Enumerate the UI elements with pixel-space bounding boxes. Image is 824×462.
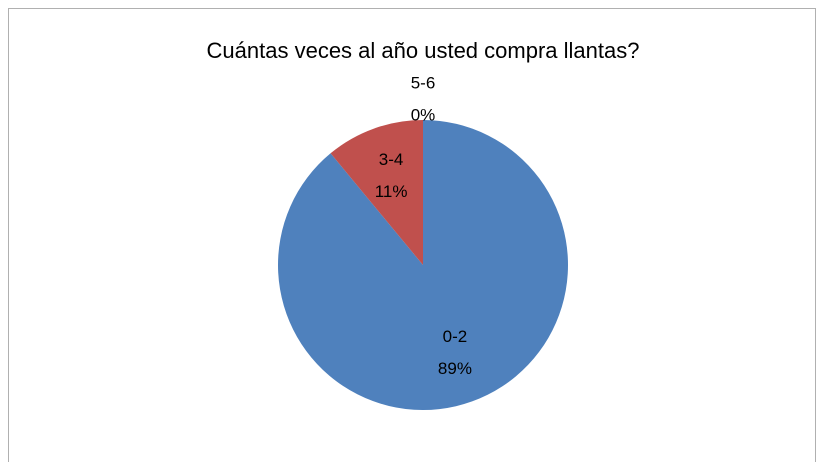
slice-category-label: 0-2	[443, 327, 468, 346]
slice-value-label: 0%	[411, 105, 436, 124]
slice-value-label: 89%	[438, 359, 472, 378]
slice-value-label: 11%	[375, 182, 408, 201]
chart-title: Cuántas veces al año usted compra llanta…	[207, 38, 640, 63]
slice-category-label: 5-6	[411, 73, 436, 92]
pie-slice	[278, 120, 569, 411]
pie-slice	[330, 120, 423, 265]
chart-frame	[8, 8, 816, 462]
slice-category-label: 3-4	[379, 150, 404, 169]
